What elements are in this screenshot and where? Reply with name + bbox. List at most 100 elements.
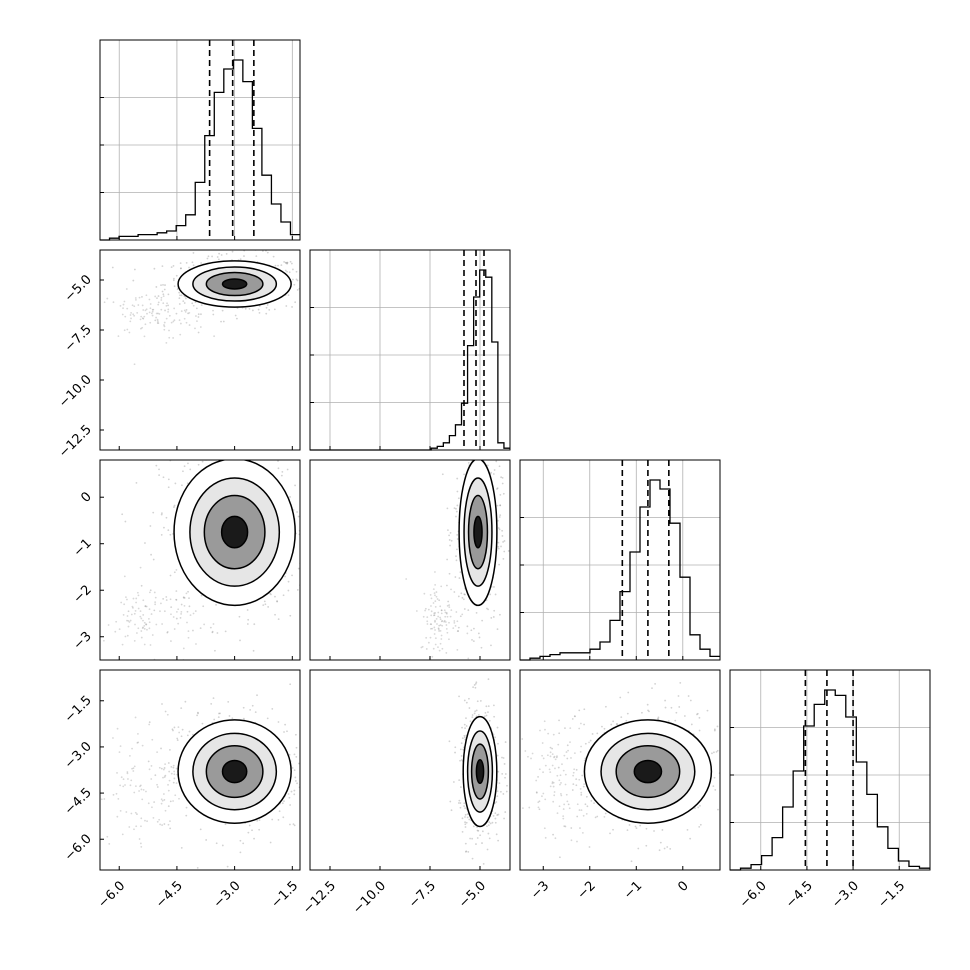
sample-point [195, 643, 197, 645]
sample-point [457, 802, 460, 804]
sample-point [429, 636, 432, 639]
sample-point [433, 614, 436, 617]
sample-point [224, 823, 227, 826]
sample-point [443, 620, 446, 623]
sample-point [440, 620, 443, 623]
x-tick-label: −1 [621, 878, 645, 902]
sample-point [455, 443, 457, 445]
sample-point [123, 603, 126, 606]
sample-point [501, 482, 504, 485]
sample-point [645, 827, 648, 830]
sample-point [504, 773, 507, 775]
sample-point [137, 607, 140, 610]
histogram-panel-2 [520, 460, 720, 661]
sample-point [139, 566, 142, 569]
x-tick-label: −2 [575, 878, 599, 902]
sample-point [148, 723, 151, 726]
sample-point [434, 637, 437, 640]
sample-point [297, 567, 300, 570]
sample-point [301, 569, 303, 571]
sample-point [556, 812, 559, 815]
sample-point [457, 626, 460, 629]
sample-point [160, 798, 163, 801]
sample-point [464, 593, 466, 596]
sample-point [463, 455, 465, 457]
sample-point [139, 615, 142, 618]
sample-point [149, 321, 152, 324]
sample-point [292, 268, 294, 271]
sample-point [185, 814, 188, 817]
sample-point [169, 598, 172, 601]
sample-point [574, 715, 576, 718]
sample-point [282, 816, 285, 819]
sample-point [503, 550, 506, 553]
density-fill [221, 516, 248, 548]
contour-level-1 [466, 730, 494, 813]
sample-point [560, 794, 563, 797]
sample-point [137, 741, 140, 744]
sample-point [134, 297, 137, 299]
sample-point [215, 842, 218, 845]
sample-point [559, 783, 561, 786]
sample-point [625, 719, 628, 722]
sample-point [469, 837, 472, 840]
sample-point [559, 774, 562, 777]
sample-point [569, 741, 571, 744]
sample-point [157, 295, 160, 297]
sample-point [276, 600, 278, 602]
sample-point [496, 487, 499, 490]
y-tick-label: −1.5 [62, 693, 95, 726]
sample-point [173, 571, 176, 574]
sample-point [511, 544, 513, 546]
histogram-1-frame [309, 249, 511, 451]
sample-point [437, 615, 440, 618]
sample-point [438, 599, 441, 602]
sample-point [270, 593, 272, 596]
sample-point [308, 805, 310, 807]
sample-point [271, 818, 274, 821]
sample-point [179, 322, 182, 325]
sample-point [173, 628, 176, 630]
sample-point [455, 507, 457, 510]
sample-point [494, 821, 497, 824]
sample-point [125, 596, 127, 599]
sample-point [696, 712, 699, 715]
sample-point [465, 725, 468, 727]
density-fill [222, 760, 247, 783]
sample-point [149, 303, 152, 305]
sample-point [318, 274, 320, 276]
sample-point [217, 258, 220, 261]
sample-point [161, 623, 164, 625]
sample-point [438, 624, 441, 627]
sample-point [228, 715, 231, 717]
sample-point [317, 825, 319, 827]
sample-point [484, 450, 486, 452]
sample-point [582, 785, 585, 788]
sample-point [291, 574, 293, 577]
sample-point [434, 600, 437, 603]
sample-point [278, 810, 281, 813]
sample-point [663, 847, 666, 850]
sample-point [446, 584, 448, 587]
y-tick-label: −3 [71, 629, 95, 653]
sample-point [141, 627, 144, 630]
contour-level-1 [192, 732, 278, 811]
sample-point [168, 770, 171, 773]
sample-point [430, 627, 432, 630]
sample-point [161, 512, 163, 514]
sample-point [137, 732, 139, 735]
sample-point [156, 318, 159, 321]
sample-point [142, 619, 144, 622]
sample-point [502, 541, 504, 543]
sample-point [305, 258, 307, 260]
sample-point [549, 751, 552, 754]
sample-point [465, 821, 468, 824]
sample-point [266, 251, 269, 254]
sample-point [457, 630, 460, 632]
sample-point [448, 534, 450, 537]
density-fill [476, 759, 484, 784]
sample-point [157, 322, 160, 324]
sample-point [296, 438, 298, 440]
sample-point [126, 598, 128, 601]
sample-point [554, 767, 556, 770]
